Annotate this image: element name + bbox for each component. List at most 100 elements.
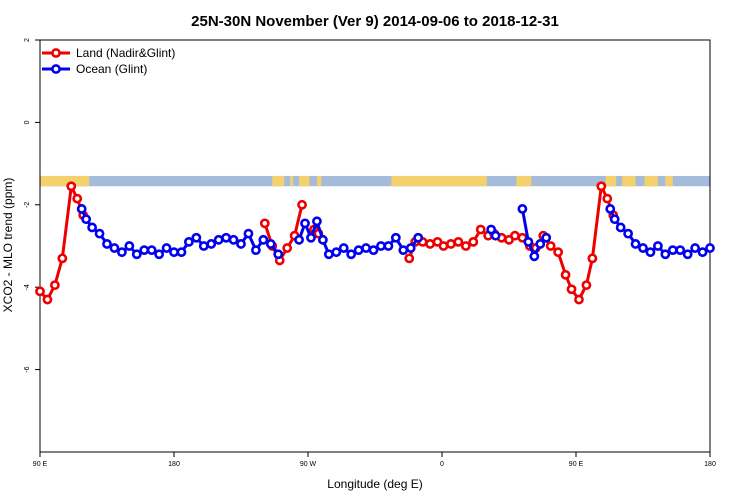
- series-0-point-3-23: [566, 284, 577, 295]
- series-0-point-3-25: [581, 280, 592, 291]
- series-1-point-0-14: [176, 247, 187, 258]
- series-1-point-3-3: [535, 239, 546, 249]
- series-1-point-1-3: [312, 216, 322, 227]
- series-1-point-0-25: [258, 234, 269, 245]
- land-band-0: [40, 175, 90, 187]
- series-1-point-4-6: [645, 247, 656, 258]
- legend-label-0: Land (Nadir&Glint): [76, 46, 175, 60]
- series-1-point-0-4: [102, 239, 112, 249]
- series-1-point-1-2: [306, 232, 316, 243]
- series-1-point-0-5: [109, 243, 120, 253]
- series-0-point-3-10: [475, 224, 486, 235]
- series-1-point-1-8: [346, 249, 357, 260]
- series-1-point-0-26: [265, 239, 276, 249]
- series-1-point-1-9: [353, 245, 364, 256]
- land-band-8: [622, 175, 636, 187]
- x-tick-label-4: 90 E: [569, 461, 584, 468]
- x-tick-label-2: 90 W: [300, 461, 317, 468]
- legend-marker-1: [51, 64, 61, 74]
- series-0-point-3-5: [438, 241, 449, 251]
- series-group: [35, 181, 715, 305]
- series-1-point-4-4: [630, 239, 641, 249]
- land-band-5: [391, 175, 487, 187]
- series-0-point-3-21: [553, 247, 564, 258]
- series-0-point-3-15: [510, 230, 520, 241]
- y-axis-label: XCO2 - MLO trend (ppm): [1, 178, 15, 313]
- series-0-point-3-7: [453, 236, 464, 247]
- series-1-point-0-16: [191, 232, 202, 243]
- y-tick-label-2: -2: [24, 202, 31, 208]
- series-0-point-0-5: [72, 193, 83, 204]
- series-1-point-0-15: [183, 236, 194, 247]
- series-1-point-3-4: [541, 232, 552, 243]
- series-0-point-3-27: [596, 181, 607, 192]
- x-axis: 90 E 180 90 W 0 90 E 180: [33, 452, 716, 468]
- y-tick-label-4: -6: [24, 366, 31, 372]
- series-1-point-0-0: [76, 204, 87, 214]
- series-1-point-3-2: [529, 251, 540, 262]
- series-1-point-0-11: [154, 249, 165, 260]
- series-1-point-3-0: [517, 204, 528, 214]
- series-0-point-3-22: [560, 269, 571, 280]
- y-tick-label-0: 2: [24, 38, 31, 42]
- series-1-point-0-8: [131, 249, 142, 260]
- x-axis-label: Longitude (deg E): [327, 477, 422, 491]
- series-1-point-0-9: [139, 245, 150, 256]
- land-band-4: [316, 175, 322, 187]
- ocean-band: [40, 175, 710, 187]
- series-1-point-1-17: [413, 232, 424, 243]
- series-1-point-4-2: [615, 222, 626, 233]
- series-1-point-1-16: [405, 243, 416, 253]
- series-1-point-0-17: [198, 241, 209, 251]
- y-tick-label-3: -4: [24, 284, 31, 290]
- series-0-point-3-0: [404, 253, 415, 264]
- series-1-point-0-18: [206, 239, 217, 249]
- series-1-point-0-7: [124, 241, 135, 251]
- series-1-point-4-14: [705, 243, 715, 253]
- series-1-point-2-0: [486, 224, 497, 235]
- x-tick-label-1: 180: [168, 461, 180, 468]
- land-ocean-strip: [40, 175, 710, 187]
- land-band-10: [665, 175, 673, 187]
- series-1-point-1-6: [331, 247, 342, 258]
- series-0-point-0-0: [35, 286, 45, 297]
- series-1-point-0-24: [250, 245, 261, 256]
- series-1-point-4-11: [682, 249, 693, 260]
- series-1-point-0-1: [81, 214, 92, 225]
- series-1-point-4-13: [697, 247, 708, 258]
- series-0-point-0-4: [66, 181, 77, 192]
- series-0-point-0-3: [57, 253, 68, 264]
- x-tick-label-0: 90 E: [33, 461, 48, 468]
- series-1-point-1-4: [317, 234, 328, 245]
- land-band-3: [299, 175, 310, 187]
- series-1-point-4-5: [638, 243, 648, 253]
- series-1-point-0-23: [243, 228, 254, 239]
- series-1-point-1-13: [383, 241, 394, 251]
- series-1-point-4-10: [675, 245, 686, 256]
- series-0-point-0-1: [42, 294, 53, 305]
- legend-marker-0: [51, 48, 61, 58]
- series-1-point-4-12: [690, 243, 701, 253]
- land-band-6: [516, 175, 532, 187]
- series-1-point-1-10: [361, 243, 371, 253]
- series-1-point-0-10: [146, 245, 157, 256]
- series-1-point-1-0: [294, 234, 304, 245]
- series-1-point-1-11: [368, 245, 379, 256]
- series-0-point-3-28: [602, 193, 613, 204]
- series-1-point-0-22: [236, 239, 246, 249]
- series-1-point-0-21: [228, 234, 239, 245]
- series-1-point-4-0: [605, 204, 616, 214]
- series-1-point-1-1: [300, 218, 310, 229]
- series-1-point-4-1: [609, 214, 620, 225]
- series-0-point-3-9: [468, 236, 479, 247]
- series-0-point-3-20: [545, 241, 556, 251]
- series-1-point-0-13: [169, 247, 179, 258]
- series-0-point-3-8: [460, 241, 471, 251]
- series-0-point-3-3: [425, 239, 435, 249]
- series-1-point-4-3: [623, 228, 634, 239]
- legend-label-1: Ocean (Glint): [76, 62, 147, 76]
- series-1-point-0-27: [273, 249, 284, 260]
- land-band-2: [290, 175, 294, 187]
- y-tick-label-1: 0: [24, 120, 31, 124]
